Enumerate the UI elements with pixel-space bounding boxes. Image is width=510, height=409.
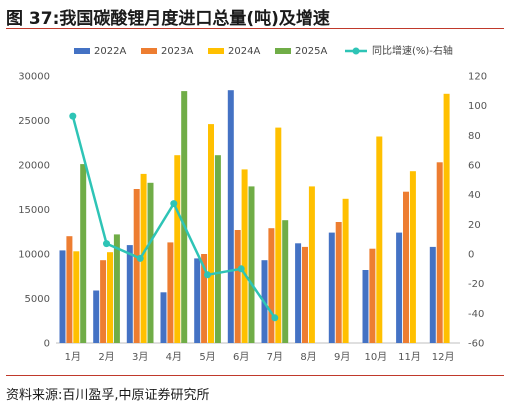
legend-swatch-2024A: [208, 48, 224, 54]
x-tick-label: 10月: [364, 351, 387, 363]
bar-2023A: [302, 246, 308, 343]
y-left-tick-label: 0: [44, 339, 50, 350]
legend-label: 2022A: [94, 46, 126, 57]
bar-2023A: [436, 162, 443, 343]
growth-line-point: [103, 240, 110, 248]
bar-2022A: [160, 292, 167, 343]
bar-2025A: [80, 164, 87, 343]
source-note: 资料来源:百川盈孚,中原证券研究所: [6, 388, 210, 403]
bar-2024A: [275, 127, 282, 343]
bar-2022A: [126, 245, 133, 343]
bar-2023A: [100, 260, 107, 343]
bar-2022A: [328, 232, 335, 343]
legend-label: 2025A: [295, 46, 327, 57]
bar-2023A: [369, 248, 376, 343]
legend: 2022A 2023A 2024A 2025A 同比增速(%)-右轴: [74, 44, 453, 57]
legend-swatch-2025A: [275, 48, 291, 54]
bar-2024A: [308, 186, 315, 343]
y-right-tick-label: 100: [468, 101, 487, 112]
bar-2023A: [167, 242, 174, 343]
bar-2022A: [295, 243, 302, 343]
bar-2023A: [335, 222, 342, 343]
y-right-tick-label: 60: [468, 161, 481, 172]
bar-2024A: [174, 155, 181, 343]
y-left-tick-label: 10000: [18, 250, 50, 261]
chart-title: 图 37:我国碳酸锂月度进口总量(吨)及增速: [6, 9, 330, 29]
bar-2024A: [342, 198, 349, 343]
legend-label: 2024A: [228, 46, 260, 57]
y-left-tick-label: 15000: [18, 205, 50, 216]
bar-2025A: [147, 182, 154, 343]
x-tick-label: 8月: [300, 351, 316, 363]
y-right-tick-label: 0: [468, 250, 474, 261]
y-left-tick-label: 20000: [18, 161, 50, 172]
bar-2025A: [282, 220, 289, 343]
y-right-tick-label: -20: [468, 279, 484, 290]
growth-line-point: [170, 200, 178, 208]
growth-line-point: [271, 314, 279, 322]
bar-2022A: [362, 270, 369, 343]
y-right-tick-label: 40: [468, 190, 481, 201]
y-left-tick-label: 25000: [18, 116, 50, 127]
y-right-tick-label: -60: [468, 339, 484, 350]
bar-2023A: [201, 254, 208, 343]
bar-2025A: [181, 91, 188, 343]
bar-2024A: [208, 124, 214, 343]
bar-2022A: [227, 90, 234, 343]
bar-2023A: [268, 228, 275, 343]
bar-2024A: [376, 136, 383, 343]
legend-line-marker: [352, 47, 360, 55]
bar-2024A: [107, 252, 113, 343]
x-tick-label: 11月: [398, 351, 421, 363]
bar-2022A: [194, 258, 201, 343]
x-tick-label: 5月: [199, 351, 215, 363]
x-tick-label: 12月: [432, 351, 455, 363]
x-tick-label: 4月: [166, 351, 182, 363]
bar-2023A: [133, 189, 140, 343]
bar-2022A: [59, 250, 66, 343]
growth-line-point: [204, 271, 211, 279]
legend-swatch-2023A: [141, 48, 157, 54]
y-right-tick-label: 80: [468, 131, 481, 142]
x-tick-label: 2月: [98, 351, 114, 363]
bar-2023A: [234, 230, 241, 343]
y-right-tick-label: -40: [468, 309, 484, 320]
axes: 0 5000 10000 15000 20000 25000 30000 -60 -40 -20 0…: [18, 72, 487, 364]
bar-2022A: [396, 232, 403, 343]
x-tick-label: 6月: [233, 351, 249, 363]
bar-2024A: [409, 171, 416, 343]
growth-line-point: [136, 254, 144, 262]
bar-2025A: [214, 155, 221, 343]
title-divider: [6, 28, 504, 29]
bars: [59, 90, 450, 343]
legend-label: 同比增速(%)-右轴: [372, 44, 453, 57]
bar-2023A: [403, 191, 409, 343]
source-divider: [6, 375, 504, 376]
x-tick-label: 9月: [334, 351, 350, 363]
x-tick-label: 3月: [132, 351, 148, 363]
x-tick-label: 7月: [267, 351, 283, 363]
y-left-tick-label: 5000: [25, 294, 50, 305]
bar-2022A: [93, 290, 100, 343]
bar-2022A: [429, 246, 436, 343]
bar-2024A: [443, 93, 450, 343]
bar-2025A: [248, 186, 255, 343]
y-right-tick-label: 120: [468, 72, 487, 83]
growth-line-point: [237, 265, 245, 273]
legend-label: 2023A: [161, 46, 193, 57]
chart-area: 2022A 2023A 2024A 2025A 同比增速(%)-右轴 050001000…: [18, 44, 487, 364]
bar-2024A: [73, 251, 80, 343]
growth-line-point: [69, 112, 77, 120]
bar-2024A: [241, 169, 248, 343]
bar-2025A: [113, 234, 120, 343]
x-tick-label: 1月: [65, 351, 81, 363]
bar-2023A: [66, 236, 73, 343]
growth-line: [69, 112, 279, 322]
y-right-tick-label: 20: [468, 220, 481, 231]
y-left-tick-label: 30000: [18, 72, 50, 83]
legend-swatch-2022A: [74, 48, 90, 54]
